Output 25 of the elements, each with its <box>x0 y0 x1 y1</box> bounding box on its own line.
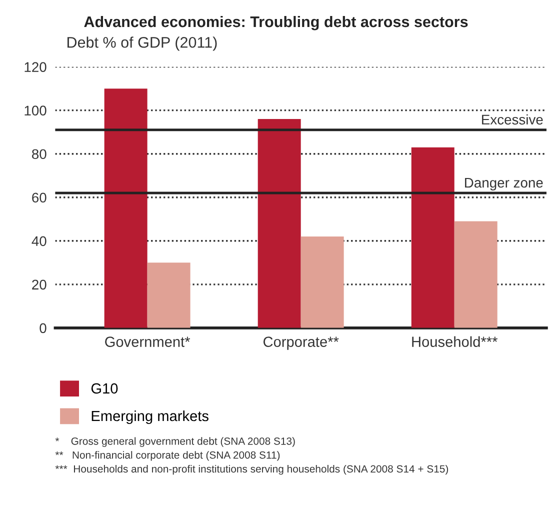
text: ** Non-financial corporate debt (SNA 2008 S11) <box>55 451 280 461</box>
y-tick-label: 100 <box>24 106 46 116</box>
y-tick-label: 60 <box>32 192 46 203</box>
legend-label: G10 <box>91 383 118 394</box>
text: *** Households and non-profit institutions serving households (SNA 2008 S14 + S15) <box>55 464 448 475</box>
bar <box>258 119 301 328</box>
x-tick-label: Household*** <box>412 336 498 347</box>
ref-line-label: Danger zone <box>465 178 543 190</box>
chart-title: Advanced economies: Troubling debt across sectors <box>84 16 468 30</box>
bar <box>147 262 190 328</box>
x-tick-label: Corporate** <box>263 336 339 350</box>
bar <box>104 88 148 328</box>
y-axis-title: Debt % of GDP (2011) <box>67 36 217 51</box>
bar <box>411 147 454 328</box>
bar <box>454 221 498 328</box>
y-tick-label: 120 <box>24 62 46 72</box>
y-tick-label: 80 <box>32 149 46 160</box>
legend-label: Emerging markets <box>92 410 208 424</box>
x-tick-label: Government* <box>105 336 190 347</box>
ref-line-label: Excessive <box>482 114 543 125</box>
y-tick-label: 40 <box>32 236 46 246</box>
y-tick-label: 20 <box>32 280 46 290</box>
bar <box>300 236 344 328</box>
y-tick-label: 0 <box>40 323 46 334</box>
text: * Gross general government debt (SNA 2008 S13) <box>55 437 295 447</box>
